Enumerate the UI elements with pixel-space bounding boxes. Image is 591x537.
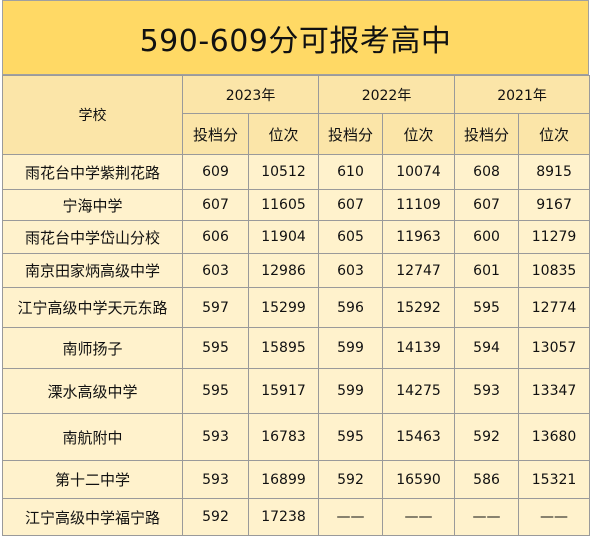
table-row: 溧水高级中学 595 15917 599 14275 593 13347 [2, 368, 591, 414]
school-name-cell: 溧水高级中学 [2, 368, 183, 414]
rank-2021-cell: 8915 [518, 154, 591, 190]
table-row: 南航附中 593 16783 595 15463 592 13680 [2, 413, 591, 461]
school-name-cell: 雨花台中学岱山分校 [2, 220, 183, 254]
school-name-cell: 第十二中学 [2, 460, 183, 499]
rank-2023-cell: 12986 [247, 253, 320, 288]
rank-header-2022: 位次 [382, 113, 456, 155]
score-2022-cell: 596 [318, 287, 384, 328]
rank-2021-cell: 12774 [518, 287, 591, 328]
rank-2022-cell: 11963 [382, 220, 456, 254]
score-2023-cell: 592 [182, 498, 249, 536]
rank-2022-cell: 14139 [382, 327, 456, 369]
score-2023-cell: 609 [182, 154, 249, 190]
score-2023-cell: 595 [182, 327, 249, 369]
rank-2021-cell: —— [518, 498, 591, 536]
rank-2022-cell: 11109 [382, 189, 456, 221]
rank-header-2021: 位次 [518, 113, 591, 155]
score-2021-cell: 594 [454, 327, 520, 369]
school-name-cell: 宁海中学 [2, 189, 183, 221]
score-2022-cell: 607 [318, 189, 384, 221]
rank-2022-cell: —— [382, 498, 456, 536]
rank-2023-cell: 15917 [247, 368, 320, 414]
rank-2021-cell: 13680 [518, 413, 591, 461]
score-2021-cell: 586 [454, 460, 520, 499]
score-2022-cell: 592 [318, 460, 384, 499]
rank-2021-cell: 9167 [518, 189, 591, 221]
year-header-2023: 2023年 [181, 75, 320, 114]
rank-2023-cell: 16899 [247, 460, 320, 499]
score-2021-cell: 600 [454, 220, 520, 254]
table-row: 南京田家炳高级中学 603 12986 603 12747 601 10835 [2, 253, 591, 288]
rank-2022-cell: 15292 [382, 287, 456, 328]
score-2023-cell: 607 [182, 189, 249, 221]
score-2023-cell: 603 [182, 253, 249, 288]
score-2021-cell: 592 [454, 413, 520, 461]
score-2022-cell: —— [318, 498, 384, 536]
rank-2023-cell: 11904 [247, 220, 320, 254]
score-2023-cell: 593 [182, 460, 249, 499]
rank-2023-cell: 11605 [247, 189, 320, 221]
table-row: 雨花台中学岱山分校 606 11904 605 11963 600 11279 [2, 220, 591, 254]
score-header-2021: 投档分 [454, 113, 520, 155]
rank-2022-cell: 14275 [382, 368, 456, 414]
school-name-cell: 南师扬子 [2, 327, 183, 369]
school-name-cell: 雨花台中学紫荆花路 [2, 154, 183, 190]
rank-2022-cell: 12747 [382, 253, 456, 288]
score-2021-cell: 593 [454, 368, 520, 414]
rank-2021-cell: 13057 [518, 327, 591, 369]
score-2021-cell: 595 [454, 287, 520, 328]
rank-2023-cell: 16783 [247, 413, 320, 461]
score-header-2022: 投档分 [318, 113, 384, 155]
score-2023-cell: 593 [182, 413, 249, 461]
sheet-title: 590-609分可报考高中 [2, 0, 589, 75]
score-header-2023: 投档分 [182, 113, 249, 155]
score-2022-cell: 603 [318, 253, 384, 288]
rank-2021-cell: 11279 [518, 220, 591, 254]
table-row: 宁海中学 607 11605 607 11109 607 9167 [2, 189, 591, 221]
school-name-cell: 南航附中 [2, 413, 183, 461]
table-row: 江宁高级中学福宁路 592 17238 —— —— —— —— [2, 498, 591, 536]
school-column-header: 学校 [2, 75, 183, 155]
rank-2023-cell: 10512 [247, 154, 320, 190]
score-2022-cell: 595 [318, 413, 384, 461]
score-2022-cell: 605 [318, 220, 384, 254]
rank-2023-cell: 15299 [247, 287, 320, 328]
rank-2023-cell: 17238 [247, 498, 320, 536]
score-2021-cell: 608 [454, 154, 520, 190]
school-name-cell: 江宁高级中学福宁路 [2, 498, 183, 536]
rank-2021-cell: 15321 [518, 460, 591, 499]
table-row: 第十二中学 593 16899 592 16590 586 15321 [2, 460, 591, 499]
rank-2021-cell: 10835 [518, 253, 591, 288]
score-2023-cell: 597 [182, 287, 249, 328]
school-name-cell: 江宁高级中学天元东路 [2, 287, 183, 328]
school-name-cell: 南京田家炳高级中学 [2, 253, 183, 288]
score-2023-cell: 606 [182, 220, 249, 254]
rank-2022-cell: 16590 [382, 460, 456, 499]
score-2022-cell: 599 [318, 327, 384, 369]
score-2021-cell: 601 [454, 253, 520, 288]
year-header-2022: 2022年 [318, 75, 456, 114]
score-2023-cell: 595 [182, 368, 249, 414]
score-2022-cell: 599 [318, 368, 384, 414]
rank-2022-cell: 10074 [382, 154, 456, 190]
score-2022-cell: 610 [318, 154, 384, 190]
table-row: 江宁高级中学天元东路 597 15299 596 15292 595 12774 [2, 287, 591, 328]
table-body: 雨花台中学紫荆花路 609 10512 610 10074 608 8915 宁海中学 607 1… [2, 154, 591, 536]
rank-2022-cell: 15463 [382, 413, 456, 461]
table-row: 南师扬子 595 15895 599 14139 594 13057 [2, 327, 591, 369]
rank-header-2023: 位次 [247, 113, 320, 155]
rank-2021-cell: 13347 [518, 368, 591, 414]
admission-score-table: 学校 2023年 2022年 2021年 投档分 位次 投档分 位次 投档分 位… [2, 75, 591, 536]
rank-2023-cell: 15895 [247, 327, 320, 369]
year-header-2021: 2021年 [454, 75, 591, 114]
table-row: 雨花台中学紫荆花路 609 10512 610 10074 608 8915 [2, 154, 591, 190]
score-2021-cell: —— [454, 498, 520, 536]
score-2021-cell: 607 [454, 189, 520, 221]
